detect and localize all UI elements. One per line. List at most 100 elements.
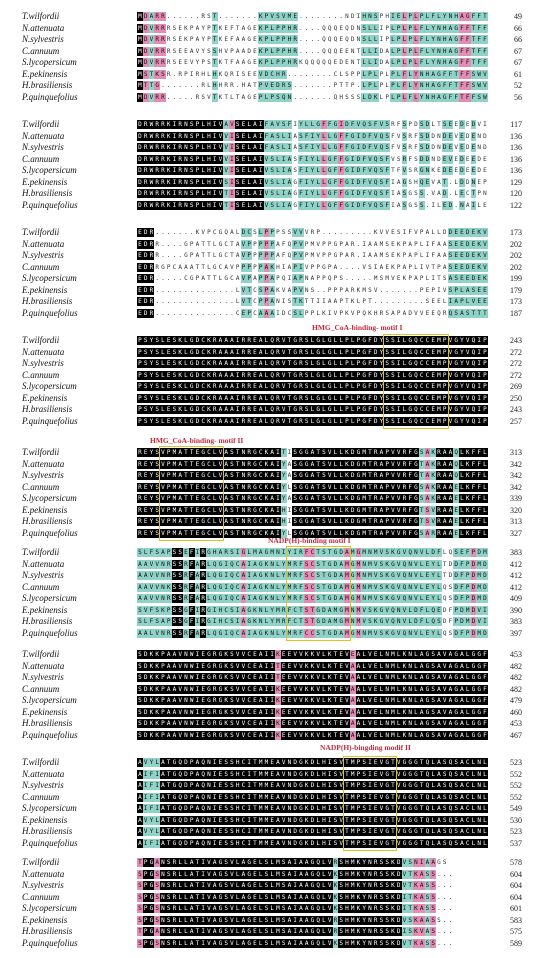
position-number: 250 bbox=[510, 393, 522, 403]
position-number: 327 bbox=[510, 528, 522, 538]
species-label: N.sylvestris bbox=[22, 672, 64, 682]
position-number: 604 bbox=[510, 892, 522, 902]
alignment-row: P.quinquefolius A A L V N R S S R F A R L Q G I Q C A I A G K N L… bbox=[0, 628, 546, 638]
alignment-row: N.attenuata A I F I A T G Q D P A Q N I E S S H C I T M M E A V N D G… bbox=[0, 769, 546, 779]
motif-label: NADP(H)-binding motif I bbox=[268, 536, 351, 545]
alignment-row: P.quinquefolius R E Y S V P M A T T E G C L V A S T N R G C K A I… bbox=[0, 528, 546, 538]
species-label: C.annuum bbox=[22, 261, 60, 272]
alignment-row: P.quinquefolius E D R.............. C E P C A A A I… bbox=[0, 308, 546, 318]
position-number: 342 bbox=[510, 471, 522, 480]
species-label: E.pekinensis bbox=[22, 914, 68, 925]
species-label: E.pekinensis bbox=[22, 604, 68, 615]
position-number: 523 bbox=[510, 827, 522, 836]
position-number: 453 bbox=[510, 650, 522, 659]
position-number: 120 bbox=[510, 189, 522, 198]
position-number: 523 bbox=[510, 758, 522, 767]
alignment-row: N.attenuata S D K K P A A V N W I E G R G K S V V C E A I I T E E V V… bbox=[0, 661, 546, 671]
position-number: 604 bbox=[510, 881, 522, 890]
motif-label: HMG_CoA-binding- motif I bbox=[312, 323, 403, 332]
species-label: S.lycopersicum bbox=[22, 803, 77, 813]
alignment-row: N.attenuata R E Y S V P M A T T E G C L V A S T N R G C K A I Y A S G… bbox=[0, 459, 546, 469]
alignment-block: T.wilfordii A V Y L A T G Q D P A Q N I E S S H C I T M M E A V N D G… bbox=[0, 758, 546, 850]
position-number: 589 bbox=[510, 938, 522, 948]
position-number: 482 bbox=[510, 661, 522, 671]
alignment-block: T.wilfordii P S Y S L E S K L G D C K R A A A I R R E A L Q R V T G R… bbox=[0, 336, 546, 428]
alignment-row: E.pekinensis D R W R R K I R N S P L H I V S I S E L A I V S L I A G… bbox=[0, 177, 546, 187]
species-label: N.attenuata bbox=[22, 868, 65, 879]
position-number: 479 bbox=[510, 696, 522, 705]
species-label: C.annuum bbox=[22, 481, 60, 492]
alignment-row: S.lycopersicum D R W R R K I R N S P L H I V V I S E L A I V S L I… bbox=[0, 166, 546, 175]
alignment-block: T.wilfordii E D R....... K V P C G Q A L D C S L P P P S S V V… bbox=[0, 228, 546, 320]
position-number: 453 bbox=[510, 719, 522, 728]
species-label: N.sylvestris bbox=[22, 470, 64, 480]
alignment-block: T.wilfordii R E Y S V P M A T T E G C L V A S T N R G C K A I T I S G… bbox=[0, 448, 546, 540]
alignment-row: H.brasiliensis A V Y L A T G Q D P A Q N I E S S H C I T M M E A V… bbox=[0, 827, 546, 836]
position-number: 397 bbox=[510, 628, 522, 638]
position-number: 552 bbox=[510, 792, 522, 802]
alignment-row: C.annuum S P G S N S R L L A T I V A G S V L A G E L S L M S A I A A G Q… bbox=[0, 892, 546, 902]
species-label: T.wilfordii bbox=[22, 757, 60, 767]
alignment-row: P.quinquefolius P S Y S L E S K L G D C K R A A A I R R E A L Q R… bbox=[0, 415, 546, 426]
position-number: 66 bbox=[514, 23, 522, 33]
alignment-row: P.quinquefolius S D K K P A A V N W I E G R G K S V V C E A I I K… bbox=[0, 730, 546, 740]
species-label: S.lycopersicum bbox=[22, 381, 77, 391]
species-label: C.annuum bbox=[22, 683, 60, 694]
position-number: 530 bbox=[510, 815, 522, 825]
species-label: N.attenuata bbox=[22, 22, 65, 33]
alignment-row: C.annuum A I F I A T G Q D P A Q N I E S S H C I T M M E A V N D G K D L… bbox=[0, 792, 546, 802]
position-number: 202 bbox=[510, 251, 522, 260]
alignment-row: E.pekinensis S V F S K P S S G F I R G I H C S I A G K N L Y M R F C… bbox=[0, 604, 546, 615]
motif-label: NADP(H)-bingding modif II bbox=[320, 743, 411, 752]
alignment-row: E.pekinensis S D K K P A A V N W I E G R G K S V V C E A I I K E E V… bbox=[0, 707, 546, 717]
species-label: H.brasiliensis bbox=[22, 826, 73, 836]
species-label: H.brasiliensis bbox=[22, 516, 73, 526]
alignment-row: S.lycopersicum S P G S N S R L L A T I V A G S V L A G E L S L M S… bbox=[0, 904, 546, 913]
alignment-row: N.attenuata S P G S N S R L L A T I V A G S V L A G E L S L M S A I A… bbox=[0, 868, 546, 879]
species-label: P.quinquefolius bbox=[22, 415, 78, 426]
position-number: 173 bbox=[510, 297, 522, 306]
motif-label: HMG_CoA-binding- motif II bbox=[150, 436, 244, 445]
position-number: 199 bbox=[510, 274, 522, 283]
alignment-row: T.wilfordii T P G A N S R L L A T I V A G S V L A G E L S L M S A I A… bbox=[0, 858, 546, 867]
alignment-row: N.attenuata E D R R.... G P A T T L G C T A V P P P P P A F Q P V… bbox=[0, 239, 546, 249]
position-number: 552 bbox=[510, 781, 522, 790]
alignment-row: N.attenuata A A V V N R S S R F A R L Q G I Q C A I A G K N L Y M R F… bbox=[0, 559, 546, 569]
alignment-row: H.brasiliensis P S Y S L E S K L G D C K R A A A I R R E A L Q R V… bbox=[0, 405, 546, 414]
position-number: 136 bbox=[510, 166, 522, 175]
species-label: C.annuum bbox=[22, 369, 60, 380]
species-label: N.sylvestris bbox=[22, 142, 64, 152]
alignment-row: E.pekinensis S P G S N S R L L A T I V A G S V L A G E L S L M S A I… bbox=[0, 914, 546, 925]
alignment-row: E.pekinensis E D R.............. L V T C S P A K V A P… bbox=[0, 285, 546, 295]
alignment-row: S.lycopersicum R E Y S V P M A T T E G C L V A S T N R G C K A I Y… bbox=[0, 494, 546, 503]
